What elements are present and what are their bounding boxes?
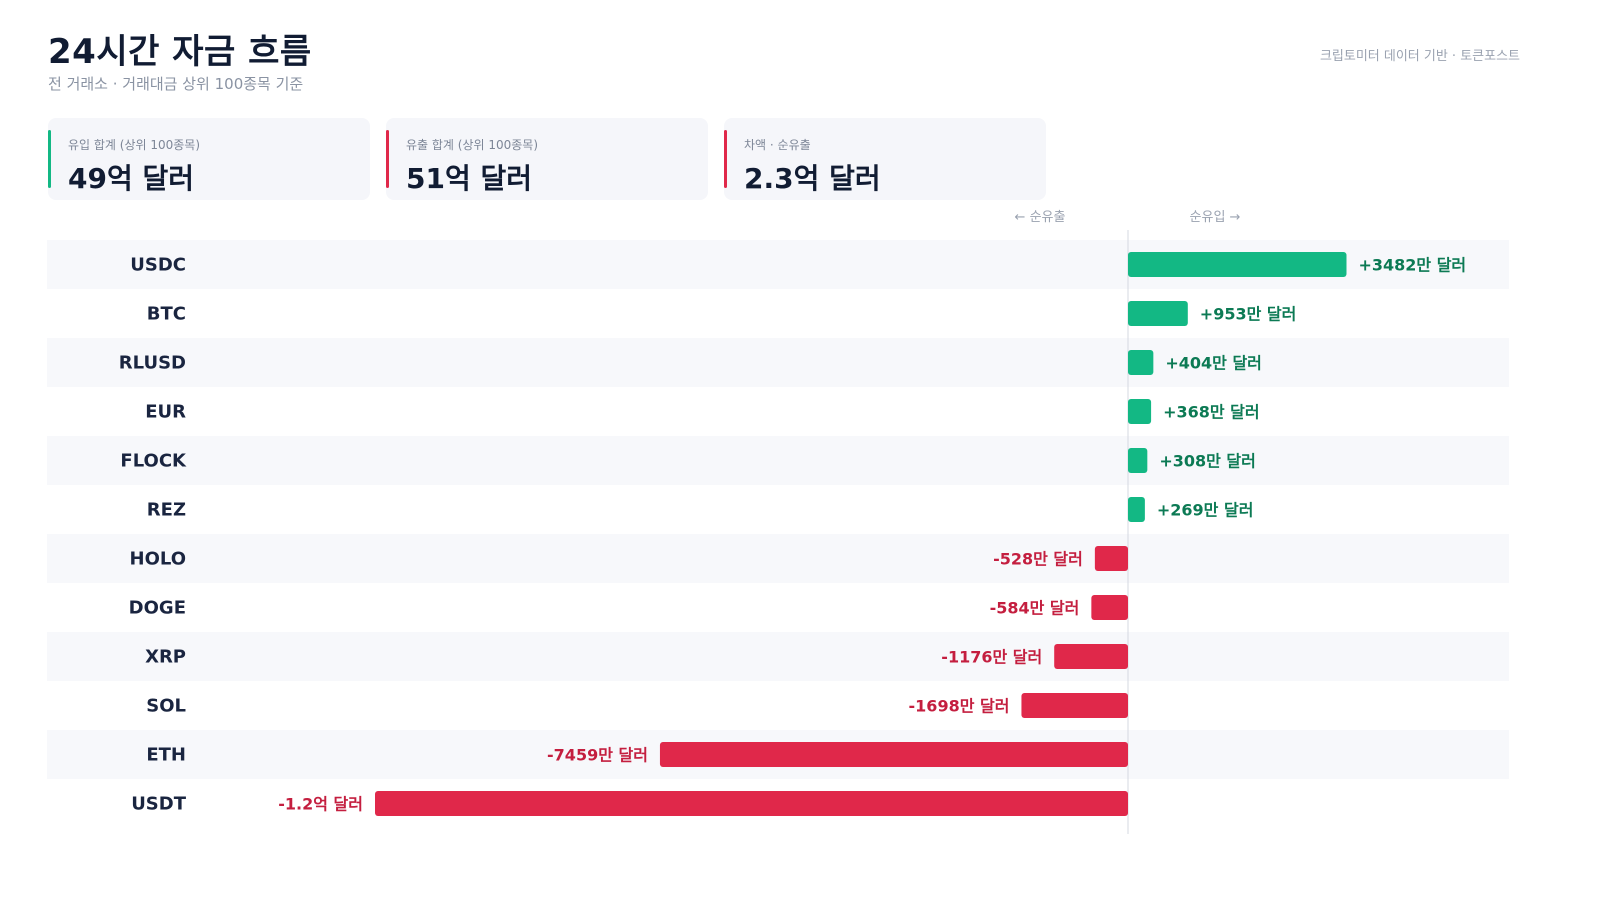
value-label: -7459만 달러 bbox=[547, 746, 648, 765]
page-title: 24시간 자금 흐름 bbox=[48, 32, 312, 72]
value-label: +368만 달러 bbox=[1163, 403, 1260, 422]
category-label: FLOCK bbox=[120, 451, 187, 472]
category-label: BTC bbox=[147, 304, 186, 325]
outflow-summary-label: 유출 합계 (상위 100종목) bbox=[406, 138, 539, 152]
flow-bar bbox=[1128, 448, 1148, 473]
value-label: -584만 달러 bbox=[990, 599, 1080, 618]
value-label: +404만 달러 bbox=[1165, 354, 1262, 373]
net-summary-value: 2.3억 달러 bbox=[744, 162, 881, 195]
value-label: +308만 달러 bbox=[1159, 452, 1256, 471]
category-label: SOL bbox=[146, 696, 186, 717]
outflow-summary-card: 유출 합계 (상위 100종목) 51억 달러 bbox=[386, 118, 708, 200]
category-label: HOLO bbox=[130, 549, 187, 570]
row-stripe bbox=[47, 632, 1509, 681]
value-label: +3482만 달러 bbox=[1358, 256, 1466, 275]
inflow-summary-value: 49억 달러 bbox=[68, 162, 194, 195]
category-label: USDT bbox=[131, 794, 187, 815]
category-label: EUR bbox=[145, 402, 186, 423]
net-summary-card: 차액 · 순유출 2.3억 달러 bbox=[724, 118, 1046, 200]
flow-bar bbox=[1091, 595, 1128, 620]
flow-bar bbox=[1054, 644, 1128, 669]
flow-bar bbox=[375, 791, 1128, 816]
category-label: XRP bbox=[145, 647, 186, 668]
inflow-accent-bar bbox=[48, 130, 51, 188]
outflow-accent-bar bbox=[386, 130, 389, 188]
inflow-summary-label: 유입 합계 (상위 100종목) bbox=[68, 138, 201, 152]
value-label: -1698만 달러 bbox=[909, 697, 1010, 716]
flow-bar bbox=[1128, 252, 1347, 277]
outflow-summary-value: 51억 달러 bbox=[406, 162, 532, 195]
value-label: -1176만 달러 bbox=[941, 648, 1042, 667]
flow-bar bbox=[659, 742, 1128, 767]
flow-bar bbox=[1128, 497, 1145, 522]
page-subtitle: 전 거래소 · 거래대금 상위 100종목 기준 bbox=[48, 75, 304, 93]
row-stripe bbox=[47, 436, 1509, 485]
inflow-direction-hint: 순유입 → bbox=[1190, 210, 1241, 225]
flow-bar bbox=[1094, 546, 1128, 571]
value-label: -1.2억 달러 bbox=[278, 795, 363, 814]
net-accent-bar bbox=[724, 130, 727, 188]
category-label: RLUSD bbox=[119, 353, 186, 374]
value-label: -528만 달러 bbox=[993, 550, 1083, 569]
row-stripe bbox=[47, 534, 1509, 583]
flow-bar bbox=[1128, 399, 1152, 424]
outflow-direction-hint: ← 순유출 bbox=[1015, 210, 1066, 225]
source-note: 크립토미터 데이터 기반 · 토큰포스트 bbox=[1319, 49, 1520, 64]
category-label: ETH bbox=[146, 745, 186, 766]
inflow-summary-card: 유입 합계 (상위 100종목) 49억 달러 bbox=[48, 118, 370, 200]
category-label: REZ bbox=[147, 500, 186, 521]
value-label: +953만 달러 bbox=[1200, 305, 1297, 324]
flow-bar bbox=[1021, 693, 1128, 718]
summary-cards: 유입 합계 (상위 100종목) 49억 달러 유출 합계 (상위 100종목)… bbox=[48, 118, 1046, 200]
category-label: USDC bbox=[130, 255, 186, 276]
flow-bar bbox=[1128, 350, 1154, 375]
net-summary-label: 차액 · 순유출 bbox=[744, 138, 811, 152]
value-label: +269만 달러 bbox=[1157, 501, 1254, 520]
category-label: DOGE bbox=[129, 598, 186, 619]
row-stripe bbox=[47, 338, 1509, 387]
flow-bar bbox=[1128, 301, 1188, 326]
